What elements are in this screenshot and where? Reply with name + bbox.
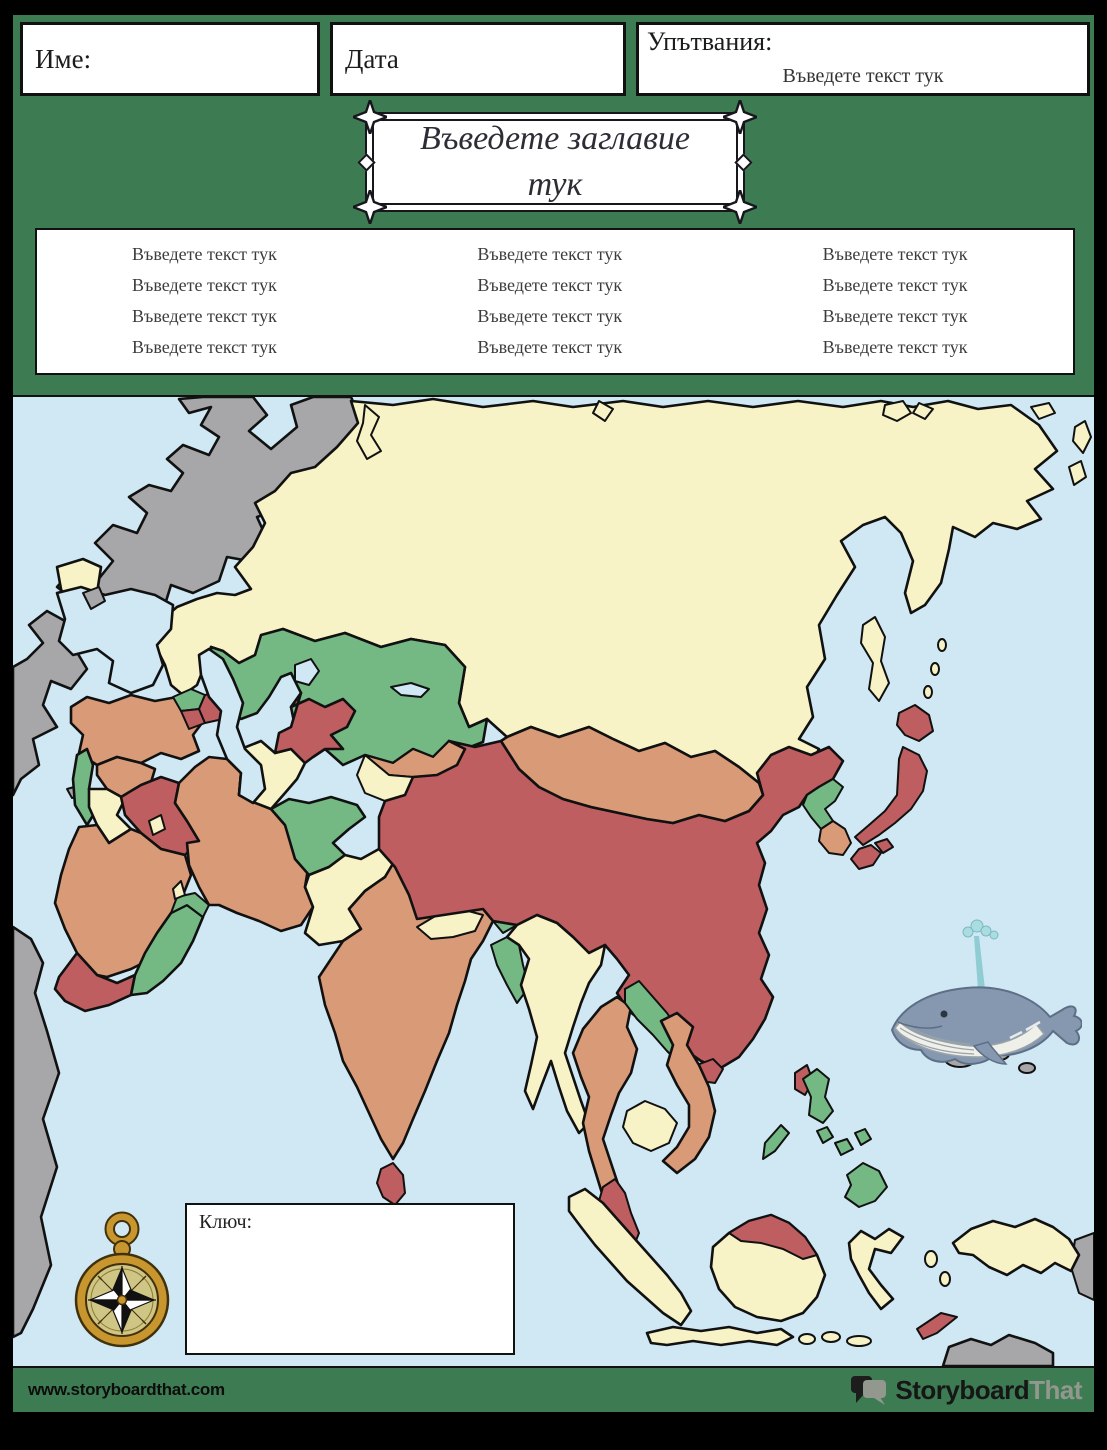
island-novaya-zemlya [356,404,382,460]
text-placeholder[interactable]: Въведете текст тук [822,275,968,295]
japan-kyushu [850,844,882,870]
text-placeholder[interactable]: Въведете текст тук [477,275,623,295]
island-java [645,1325,795,1347]
island-bering [1068,460,1087,486]
corner-ornament-icon [723,190,757,224]
philippines-luzon [802,1068,834,1124]
island-wrangel [1030,402,1056,420]
name-label: Име: [35,43,92,74]
japan-honshu [854,746,928,846]
island-kuril [923,685,933,699]
country-sri-lanka [376,1162,406,1206]
text-placeholder[interactable]: Въведете текст тук [477,306,623,326]
footer-url: www.storyboardthat.com [28,1380,225,1399]
country-kuwait [148,814,166,836]
speech-bubbles-icon [851,1376,887,1405]
japan-shikoku [874,838,894,854]
storyboardthat-logo: StoryboardThat [849,1371,1082,1409]
country-mongolia [499,725,765,825]
text-block: Въведете текст тук Въведете текст тук Въ… [35,228,1075,375]
asia-map [13,395,1094,1368]
text-placeholder[interactable]: Въведете текст тук [132,244,277,264]
gray-island [1018,1062,1036,1074]
text-placeholder[interactable]: Въведете текст тук [132,306,277,326]
whale-icon [890,919,1082,1065]
island-arctic [592,400,614,422]
compass-icon [74,1211,170,1348]
philippines-visayas [834,1138,854,1156]
island-timor [916,1312,958,1340]
island-bali [798,1333,816,1345]
text-placeholder[interactable]: Въведете текст тук [132,275,277,295]
island-bering [1072,420,1092,454]
country-afghanistan [269,795,367,877]
name-field[interactable]: Име: [20,22,320,96]
country-malaysia-borneo [728,1214,818,1260]
country-qatar [172,880,186,900]
island-moluccas [924,1250,938,1268]
title-frame: Въведете заглавие тук [372,119,738,205]
philippines-visayas [854,1128,872,1146]
directions-placeholder: Въведете текст тук [782,65,944,87]
crimea [82,586,106,610]
island-new-siberian [912,402,934,420]
country-vietnam [659,1011,717,1175]
key-label: Ключ: [199,1211,253,1233]
brand-part1: Storyboard [895,1374,1030,1405]
island-kuril [937,638,947,652]
country-south-korea [818,820,852,856]
island-sumatra [567,1187,693,1327]
text-placeholder[interactable]: Въведете текст тук [822,337,968,357]
text-placeholder[interactable]: Въведете текст тук [822,244,968,264]
lake-balkhash [390,682,430,698]
black-sea [55,585,175,695]
country-north-korea [802,778,844,830]
corner-ornament-icon [353,100,387,134]
island-kuril [930,662,940,676]
island-sumbawa [846,1335,872,1347]
island-lombok [821,1331,841,1343]
asia-map-svg [13,397,1094,1366]
map-key-field[interactable]: Ключ: [185,1203,515,1355]
region-africa [13,925,61,1339]
caspian-sea [197,647,267,805]
philippines-mindanao [844,1162,888,1208]
footer-bar: www.storyboardthat.com StoryboardThat [13,1368,1094,1412]
philippines-palawan [762,1124,790,1160]
corner-ornament-icon [353,190,387,224]
island-new-siberian [882,400,912,422]
text-placeholder[interactable]: Въведете текст тук [132,337,277,357]
date-field[interactable]: Дата [330,22,626,96]
corner-ornament-icon [723,100,757,134]
text-placeholder[interactable]: Въведете текст тук [477,337,623,357]
text-placeholder[interactable]: Въведете текст тук [477,244,623,264]
country-uzbekistan [273,691,357,765]
directions-label: Упътвания: [647,27,773,56]
philippines-visayas [816,1126,834,1144]
island-new-guinea [951,1217,1081,1277]
island-sulawesi [847,1227,905,1311]
directions-field[interactable]: Упътвания: Въведете текст тук [636,22,1090,96]
brand-part2: That [1029,1374,1082,1405]
japan-hokkaido [896,704,934,742]
page-title: Въведете заглавие тук [420,120,690,203]
title-box[interactable]: Въведете заглавие тук [353,100,757,224]
country-myanmar [505,913,607,1135]
island-sakhalin [860,616,890,702]
aral-sea [294,658,320,686]
country-cambodia [622,1100,678,1152]
region-australia [941,1333,1055,1366]
brand-text: StoryboardThat [895,1375,1082,1406]
date-label: Дата [345,43,399,74]
text-placeholder[interactable]: Въведете текст тук [822,306,968,326]
island-moluccas [939,1271,951,1287]
